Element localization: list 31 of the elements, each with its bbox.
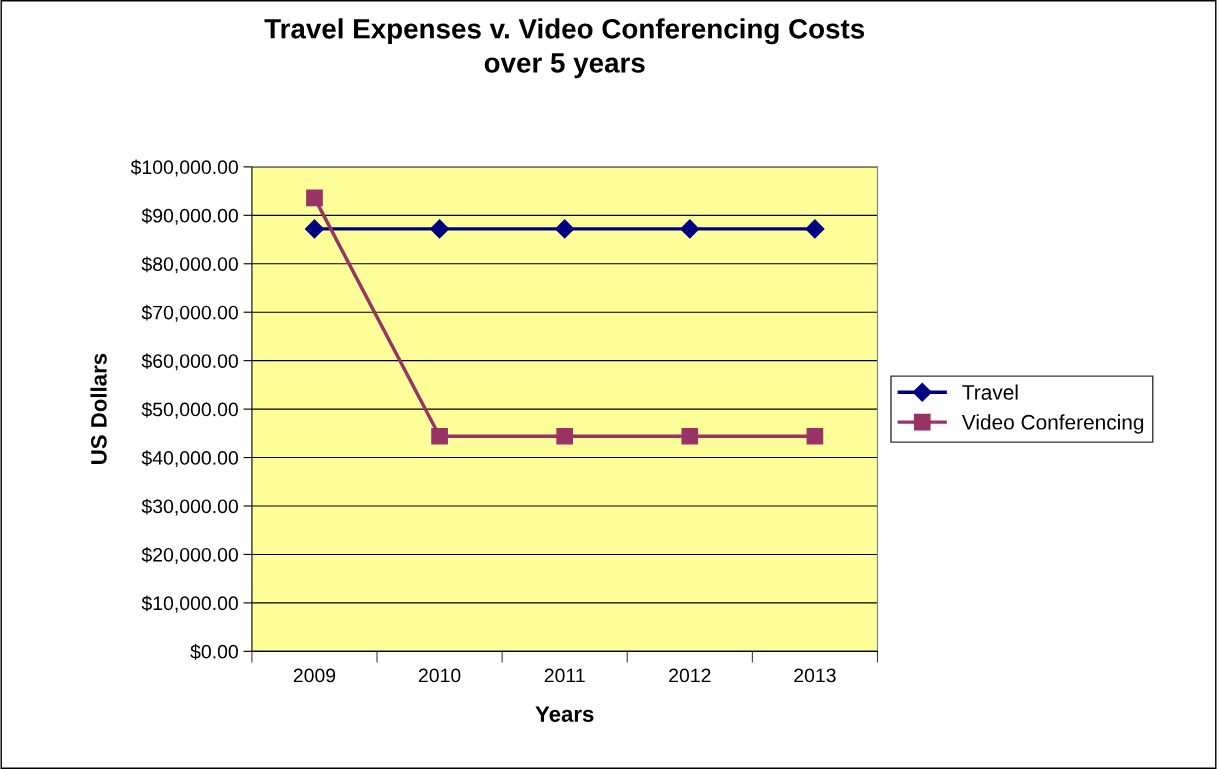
point: [806, 427, 824, 445]
y-tick-label: $40,000.00: [141, 450, 238, 468]
point: [431, 427, 448, 445]
y-tick-label: $30,000.00: [141, 498, 238, 516]
legend-label: Video Conferencing: [961, 414, 1144, 434]
point: [306, 189, 323, 207]
legend-label: Travel: [962, 384, 1018, 400]
y-tick-label: $70,000.00: [141, 304, 238, 322]
point: [680, 219, 700, 239]
x-tick-label: 2010: [418, 668, 461, 683]
y-tick-label: $10,000.00: [141, 595, 238, 613]
x-tick-label: 2011: [544, 668, 585, 683]
y-tick-label: $0.00: [190, 643, 238, 660]
point: [304, 219, 325, 239]
chart-title: Travel Expenses v. Video Conferencing Costs over 5 years: [264, 18, 865, 79]
point: [681, 427, 699, 445]
y-tick-label: $50,000.00: [141, 401, 238, 419]
y-tick-label: $20,000.00: [141, 547, 238, 564]
y-axis-title: US Dollars: [90, 353, 107, 464]
y-tick-label: $100,000.00: [130, 159, 238, 177]
point: [556, 427, 574, 445]
point: [430, 219, 450, 239]
point: [555, 219, 575, 239]
point: [805, 219, 825, 239]
y-tick-label: $90,000.00: [141, 207, 238, 225]
x-tick-label: 2012: [669, 668, 711, 683]
x-axis-title: Years: [535, 706, 594, 722]
x-tick-label: 2009: [293, 668, 336, 683]
y-tick-label: $60,000.00: [141, 353, 238, 371]
y-tick-label: $80,000.00: [141, 256, 238, 274]
x-tick-label: 2013: [794, 668, 836, 683]
